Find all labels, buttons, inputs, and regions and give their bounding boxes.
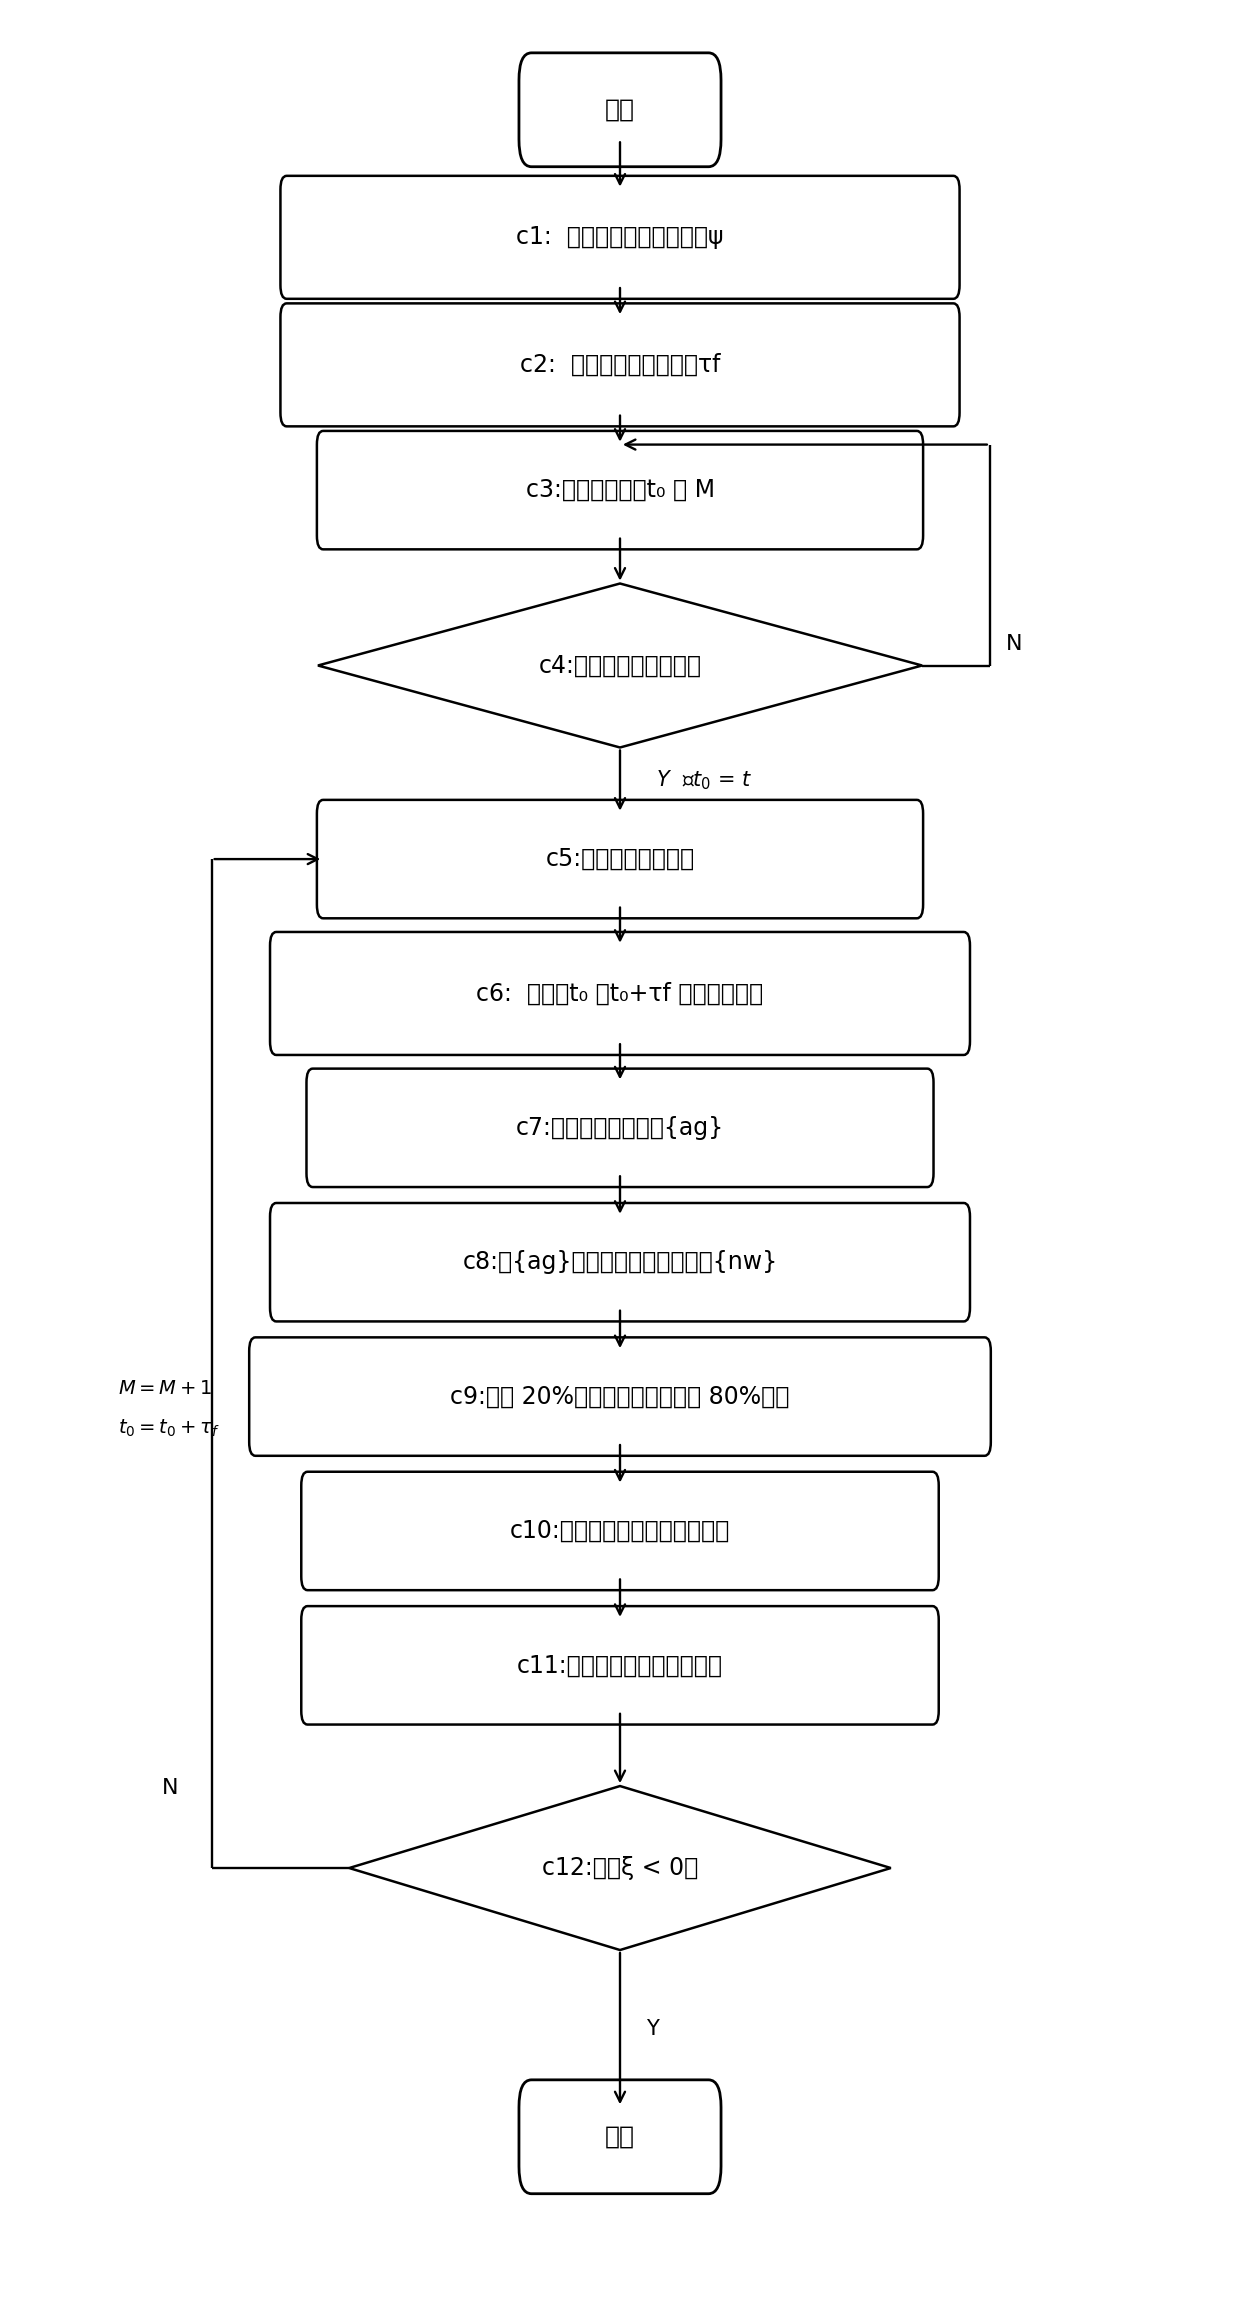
FancyBboxPatch shape [520, 2080, 720, 2194]
Polygon shape [317, 583, 923, 748]
FancyBboxPatch shape [317, 430, 923, 548]
FancyBboxPatch shape [317, 799, 923, 918]
Text: c4:判断是否开始退火？: c4:判断是否开始退火？ [538, 653, 702, 679]
Text: c12:判断ξ < 0？: c12:判断ξ < 0？ [542, 1857, 698, 1880]
Text: c11:发送反馈值，并重新设定: c11:发送反馈值，并重新设定 [517, 1652, 723, 1678]
Text: 结束: 结束 [605, 2124, 635, 2150]
Text: c1:  确定张力单步调整系数ψ: c1: 确定张力单步调整系数ψ [516, 225, 724, 249]
FancyBboxPatch shape [280, 304, 960, 425]
Text: N: N [161, 1778, 179, 1799]
Text: c7:引入剔除变量数组{ag}: c7:引入剔除变量数组{ag} [516, 1116, 724, 1139]
Text: c5:收集当前钢卷信息: c5:收集当前钢卷信息 [546, 846, 694, 872]
Polygon shape [350, 1787, 890, 1950]
Text: c6:  收集从t₀ 到t₀+τf 时刻工艺参数: c6: 收集从t₀ 到t₀+τf 时刻工艺参数 [476, 981, 764, 1006]
Text: c9:剔除 20%的数据，并对剩下的 80%平均: c9:剔除 20%的数据，并对剩下的 80%平均 [450, 1385, 790, 1408]
FancyBboxPatch shape [280, 177, 960, 300]
FancyBboxPatch shape [301, 1606, 939, 1724]
Text: c2:  确定板形反馈的周期τf: c2: 确定板形反馈的周期τf [520, 353, 720, 376]
FancyBboxPatch shape [270, 932, 970, 1055]
Text: N: N [1006, 634, 1022, 653]
Text: c3:定义过程参数t₀ 和 M: c3:定义过程参数t₀ 和 M [526, 479, 714, 502]
Text: c10:确定当前反馈周期的反馈值: c10:确定当前反馈周期的反馈值 [510, 1520, 730, 1543]
Text: Y  令$t_0$ = $t$: Y 令$t_0$ = $t$ [656, 769, 753, 792]
FancyBboxPatch shape [270, 1204, 970, 1322]
FancyBboxPatch shape [306, 1069, 934, 1188]
FancyBboxPatch shape [301, 1471, 939, 1590]
Text: $M = M+1$
$t_0 = t_0 + \tau_f$: $M = M+1$ $t_0 = t_0 + \tau_f$ [118, 1380, 219, 1439]
FancyBboxPatch shape [520, 53, 720, 167]
Text: 开始: 开始 [605, 98, 635, 121]
FancyBboxPatch shape [249, 1336, 991, 1455]
Text: c8:对{ag}排序，并定义排序数组{nw}: c8:对{ag}排序，并定义排序数组{nw} [463, 1250, 777, 1274]
Text: Y: Y [646, 2020, 658, 2038]
